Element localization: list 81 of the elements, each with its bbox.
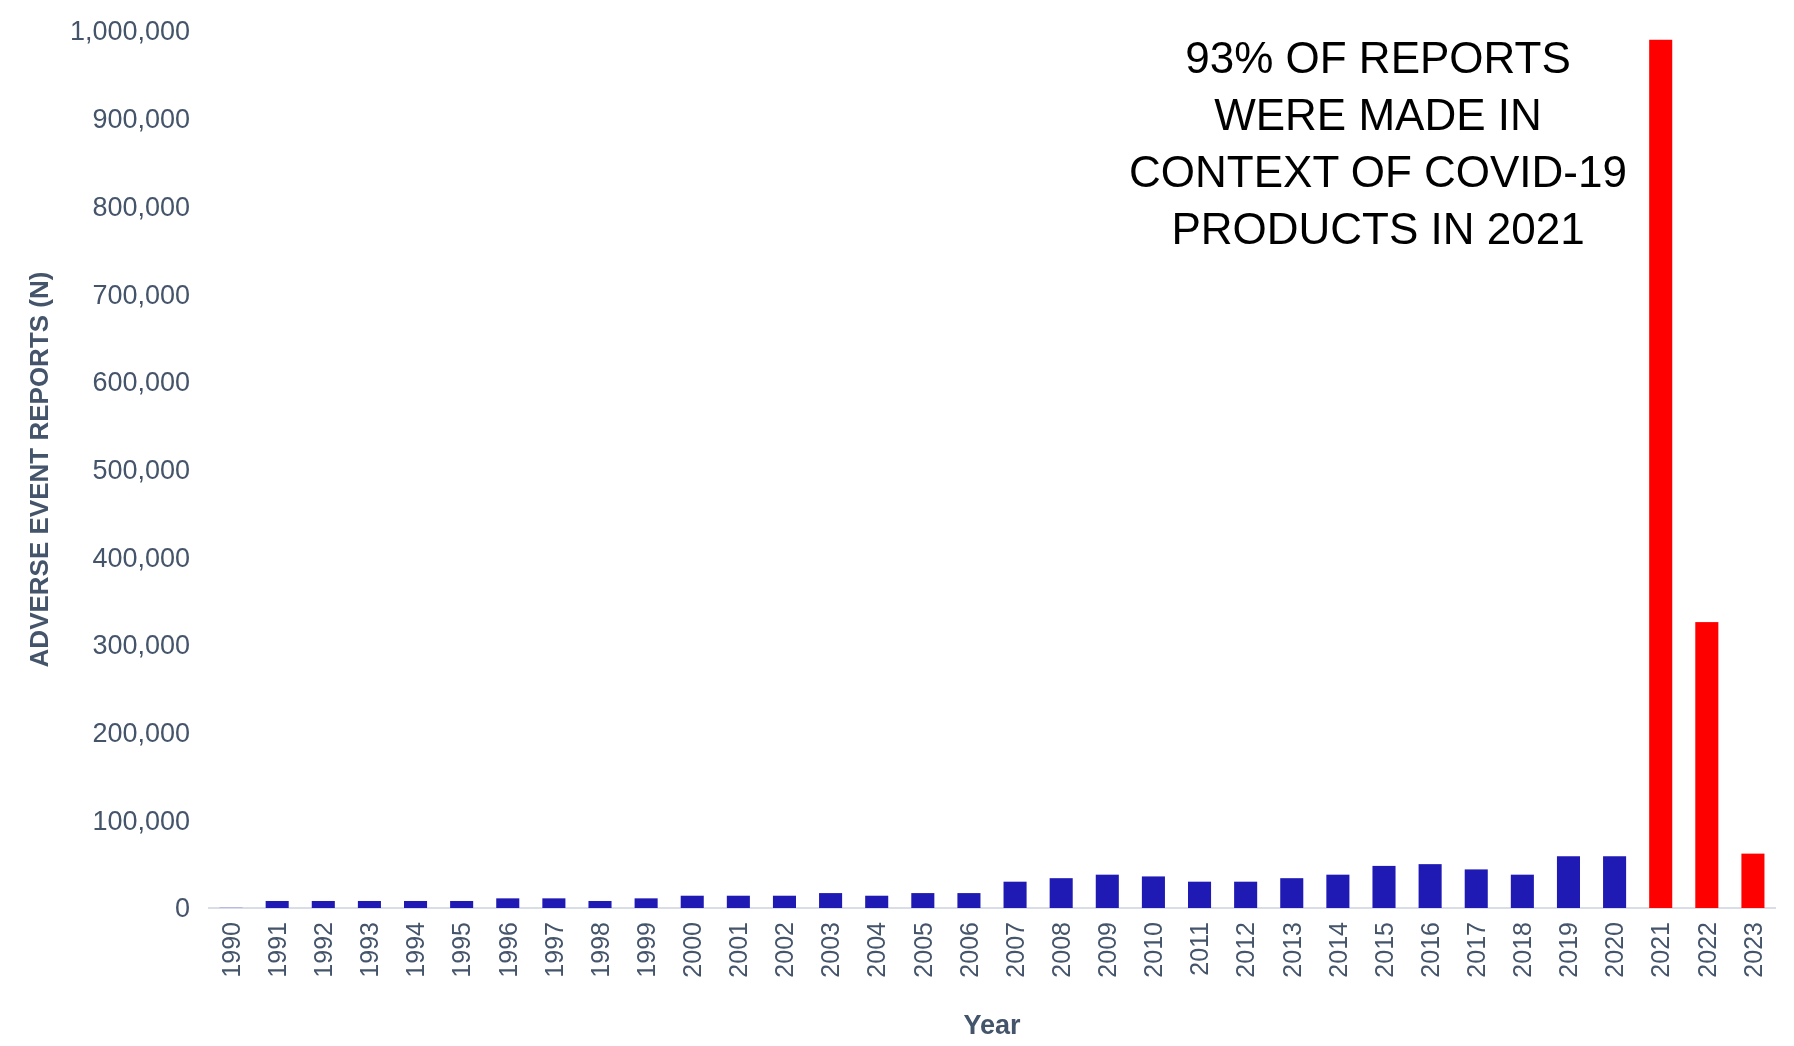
y-tick-label: 0	[174, 893, 190, 924]
x-tick-label: 2007	[1000, 922, 1029, 978]
bar	[911, 893, 935, 908]
bar	[311, 900, 335, 908]
y-tick-label: 200,000	[92, 718, 190, 749]
bar	[357, 900, 381, 908]
bar	[772, 895, 796, 908]
bar	[1095, 874, 1119, 908]
x-tick-label: 2017	[1461, 922, 1490, 978]
bar	[1649, 39, 1673, 908]
bar	[680, 895, 704, 908]
x-tick-label: 1995	[447, 922, 476, 978]
bar	[404, 900, 428, 908]
x-tick-label: 1994	[401, 921, 430, 978]
x-tick-label: 2000	[677, 922, 706, 978]
x-tick-label: 1998	[585, 922, 614, 978]
x-tick-label: 2012	[1231, 922, 1260, 978]
bar	[542, 898, 566, 908]
bar	[1003, 881, 1027, 908]
y-tick-label: 800,000	[92, 191, 190, 222]
y-tick-label: 100,000	[92, 805, 190, 836]
y-axis-title: ADVERSE EVENT REPORTS (N)	[24, 271, 54, 668]
bar	[1141, 876, 1165, 908]
x-tick-label: 2015	[1369, 922, 1398, 978]
bar	[1326, 874, 1350, 908]
bar	[865, 895, 889, 908]
x-tick-label: 2022	[1692, 922, 1721, 978]
y-tick-label: 1,000,000	[69, 16, 190, 47]
bar	[957, 893, 981, 908]
x-tick-label: 2008	[1046, 922, 1075, 978]
y-tick-label: 700,000	[92, 279, 190, 310]
bar	[1741, 853, 1765, 908]
x-tick-label: 1991	[262, 922, 291, 978]
x-tick-label: 1993	[355, 922, 384, 978]
x-tick-label: 2021	[1646, 922, 1675, 978]
bar	[819, 893, 843, 908]
y-tick-label: 500,000	[92, 454, 190, 485]
x-axis-title: Year	[963, 1010, 1022, 1040]
x-tick-label: 1992	[309, 922, 338, 978]
x-tick-label: 1999	[631, 922, 660, 978]
bar	[1372, 865, 1396, 908]
y-tick-label: 900,000	[92, 104, 190, 135]
bar	[265, 900, 289, 908]
x-tick-label: 2004	[862, 921, 891, 978]
x-tick-label: 2001	[724, 922, 753, 978]
bar	[1280, 878, 1304, 908]
bar	[1049, 878, 1073, 908]
x-tick-label: 1996	[493, 922, 522, 978]
x-tick-label: 2020	[1600, 922, 1629, 978]
x-tick-label: 1997	[539, 922, 568, 978]
bar	[1510, 874, 1534, 908]
x-tick-label: 2006	[954, 922, 983, 978]
annotation: 93% OF REPORTS WERE MADE IN CONTEXT OF COVID-19 PRODUCTS IN 2021	[1129, 33, 1627, 253]
bar	[496, 898, 520, 908]
x-tick-label: 2019	[1554, 922, 1583, 978]
x-tick-label: 2003	[816, 922, 845, 978]
x-tick-label: 2010	[1139, 922, 1168, 978]
x-tick-label: 2009	[1093, 922, 1122, 978]
y-tick-label: 300,000	[92, 630, 190, 661]
bar	[450, 900, 474, 908]
x-tick-label: 2013	[1277, 922, 1306, 978]
y-tick-label: 600,000	[92, 367, 190, 398]
bar	[1418, 864, 1442, 908]
bar	[1188, 881, 1212, 908]
bar	[1556, 856, 1580, 908]
bar	[726, 895, 750, 908]
bar	[588, 900, 612, 908]
bar	[1695, 622, 1719, 908]
bar	[634, 898, 658, 908]
x-tick-label: 2016	[1415, 922, 1444, 978]
bar	[1464, 869, 1488, 908]
x-tick-label: 2002	[770, 922, 799, 978]
x-tick-label: 2005	[908, 922, 937, 978]
x-tick-label: 2023	[1738, 922, 1767, 978]
y-tick-label: 400,000	[92, 542, 190, 573]
x-tick-label: 2014	[1323, 921, 1352, 978]
x-tick-label: 2011	[1185, 922, 1214, 976]
x-tick-label: 2018	[1508, 922, 1537, 978]
bar	[1603, 856, 1627, 908]
bar	[1234, 881, 1258, 908]
x-tick-label: 1990	[216, 922, 245, 978]
